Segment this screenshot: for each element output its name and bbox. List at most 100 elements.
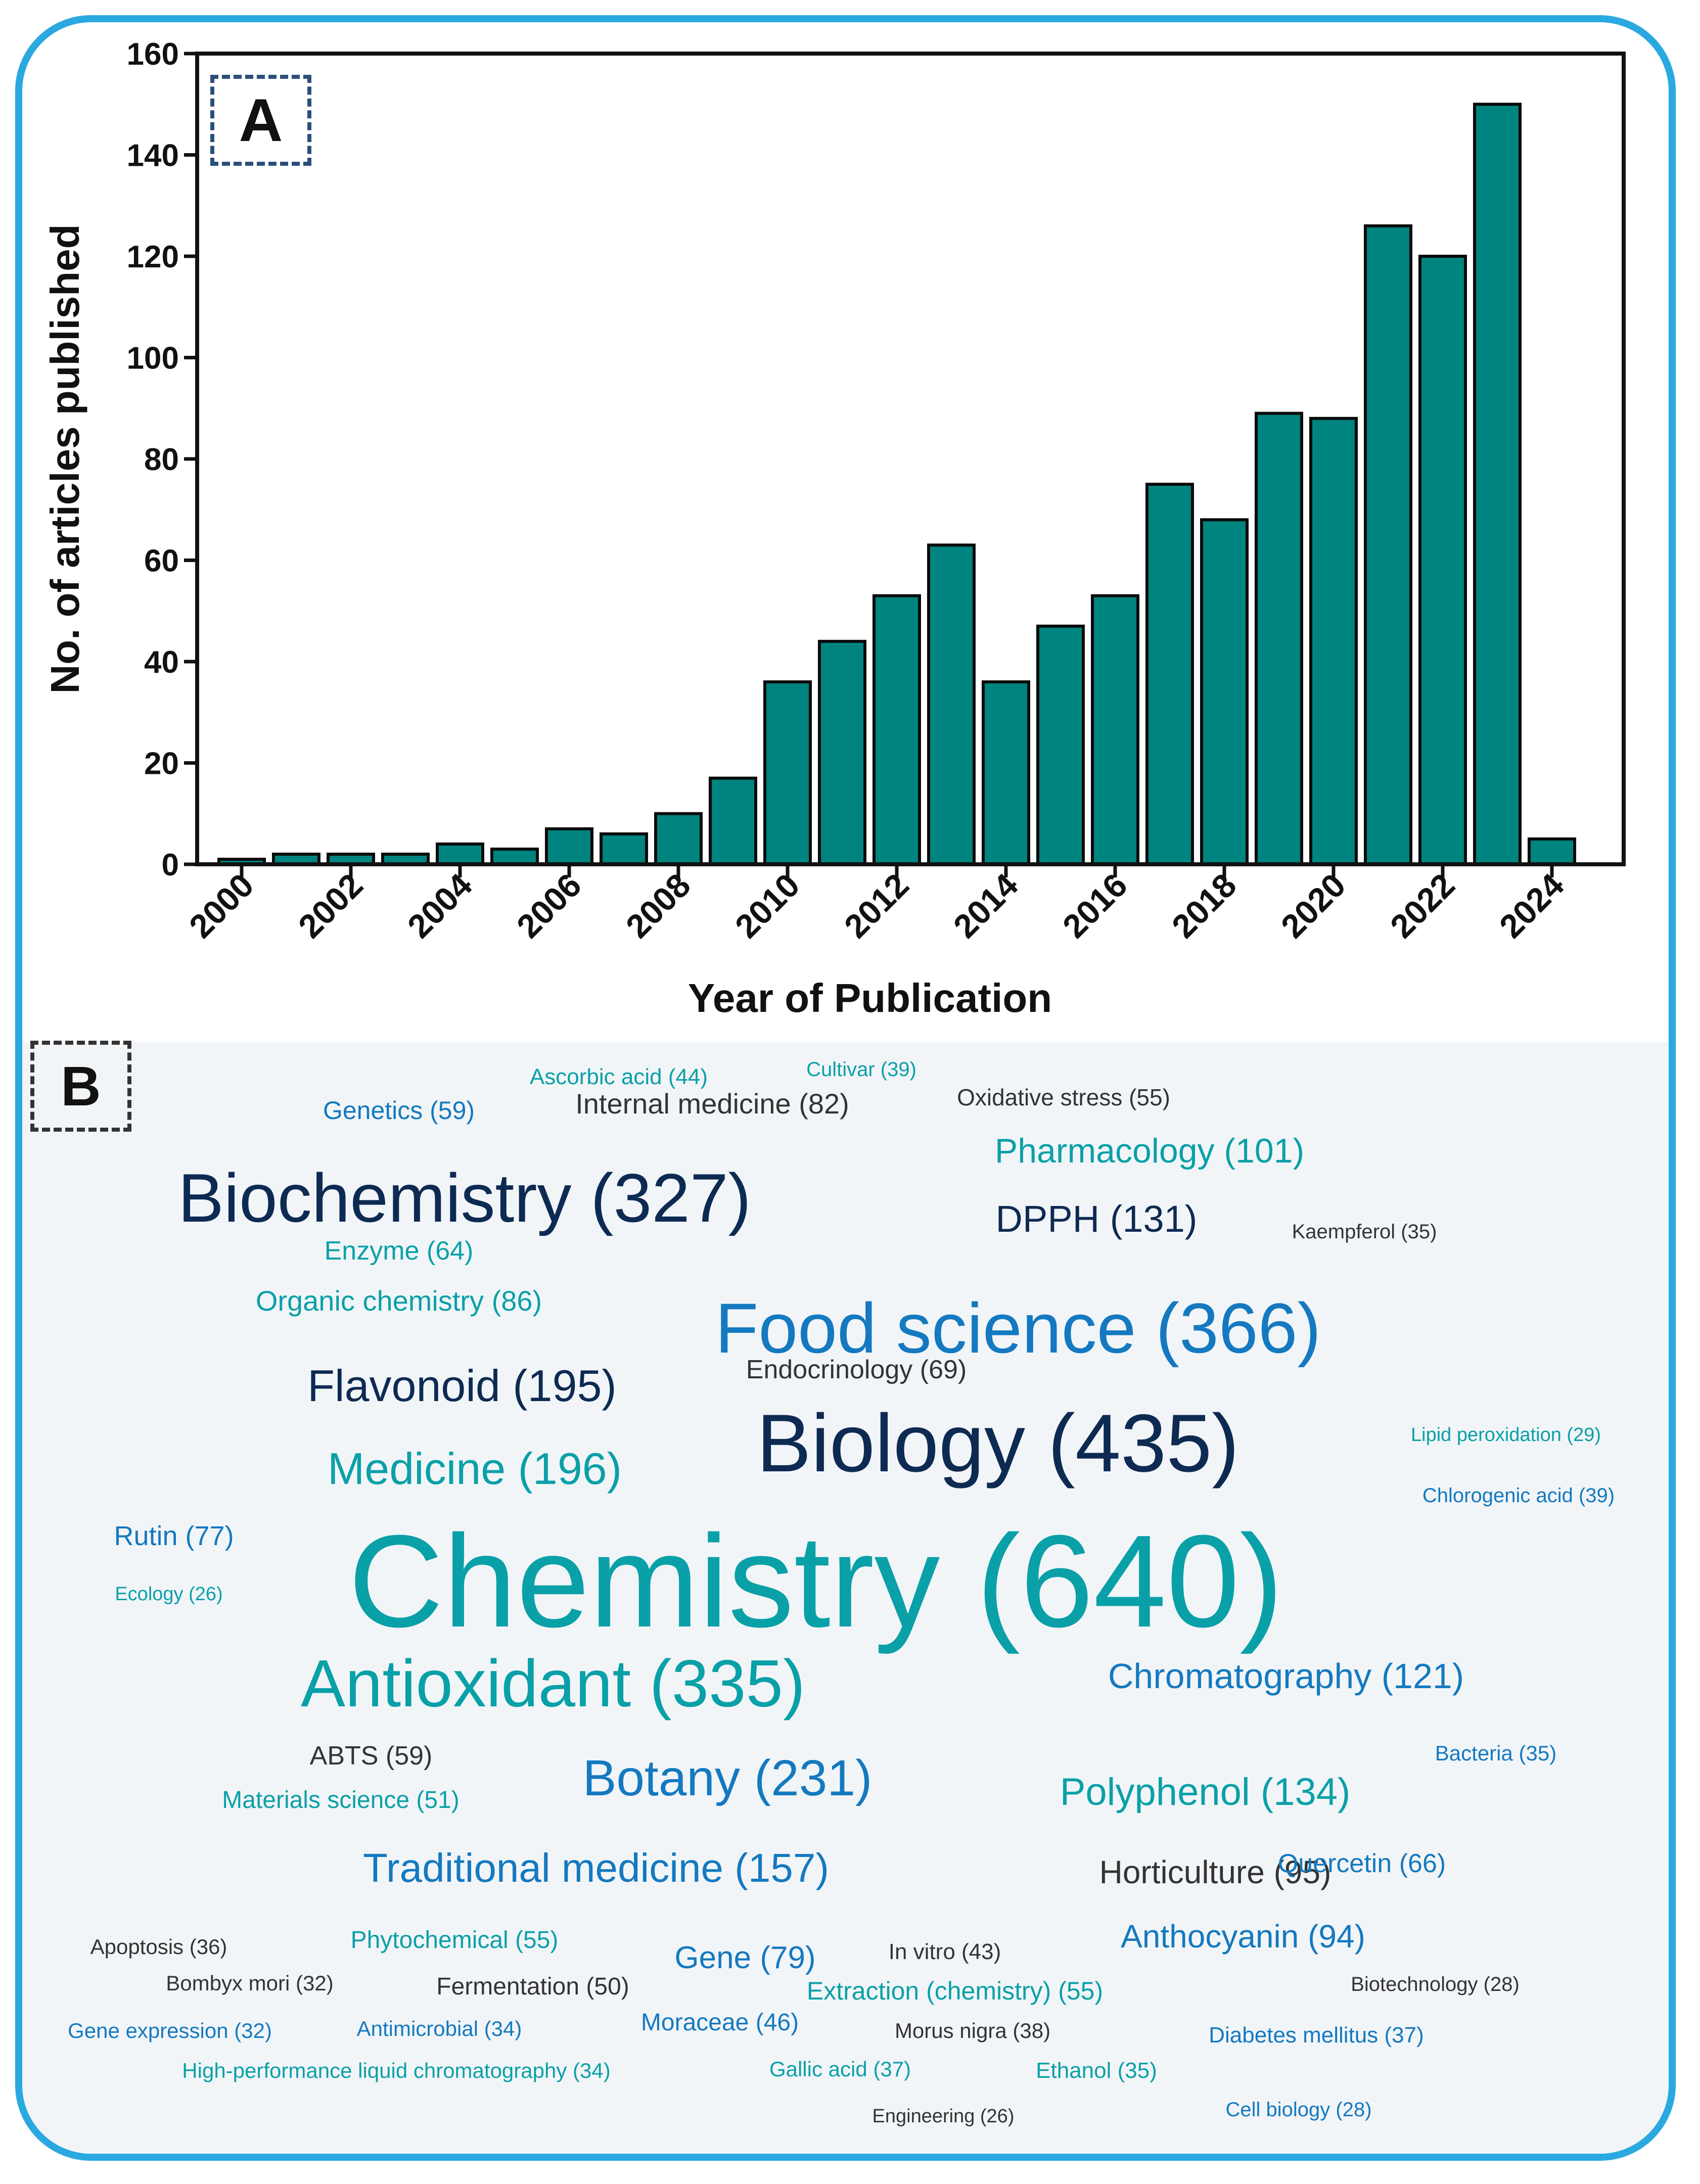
bar [1200, 518, 1249, 866]
cloud-word: ABTS (59) [309, 1741, 433, 1771]
cloud-word: Flavonoid (195) [307, 1361, 617, 1411]
cloud-word: Traditional medicine (157) [363, 1845, 829, 1890]
cloud-word: Anthocyanin (94) [1121, 1918, 1365, 1955]
cloud-word: Bacteria (35) [1435, 1741, 1557, 1765]
x-tick-label: 2012 [837, 866, 916, 945]
bar [1036, 624, 1085, 866]
y-tick-label: 140 [127, 138, 179, 173]
cloud-word: Oxidative stress (55) [957, 1084, 1170, 1110]
cloud-word: Kaempferol (35) [1292, 1221, 1437, 1243]
cloud-word: Extraction (chemistry) (55) [806, 1977, 1104, 2005]
cloud-word: Polyphenol (134) [1060, 1771, 1351, 1814]
cloud-word: Moraceae (46) [640, 2009, 799, 2036]
cloud-word: Medicine (196) [327, 1444, 622, 1494]
bar [872, 594, 921, 866]
cloud-word: Apoptosis (36) [90, 1935, 227, 1959]
bar [1309, 416, 1358, 866]
cloud-word: Cell biology (28) [1225, 2099, 1372, 2121]
cloud-word: Biochemistry (327) [178, 1159, 751, 1236]
cloud-word: Antimicrobial (34) [356, 2017, 522, 2040]
y-tick-label: 40 [144, 645, 179, 680]
bar [709, 776, 757, 866]
x-tick-label: 2022 [1383, 866, 1462, 945]
cloud-word: Enzyme (64) [324, 1236, 474, 1266]
x-tick-label: 2006 [510, 866, 588, 945]
y-tick-label: 100 [127, 341, 179, 376]
cloud-word: Horticulture (95) [1099, 1854, 1331, 1890]
y-tick-label: 20 [144, 747, 179, 781]
cloud-word: Biotechnology (28) [1351, 1973, 1520, 1995]
bar [1528, 837, 1576, 866]
figure-frame: Ascorbic acid (44) Cultivar (39) Genetics … [15, 15, 1676, 2161]
cloud-word: Chemistry (640) [348, 1508, 1283, 1655]
x-tick-label: 2008 [619, 866, 698, 945]
cloud-word: DPPH (131) [995, 1198, 1198, 1240]
bar [1091, 594, 1139, 866]
bar [490, 847, 539, 866]
bar [1255, 411, 1303, 866]
cloud-word: Ecology (26) [115, 1584, 223, 1605]
cloud-word: Chlorogenic acid (39) [1422, 1484, 1615, 1507]
cloud-word: Cultivar (39) [806, 1058, 916, 1081]
x-tick-label: 2018 [1165, 866, 1244, 945]
cloud-word: Lipid peroxidation (29) [1410, 1424, 1601, 1446]
x-tick-label: 2016 [1055, 866, 1134, 945]
cloud-word: Pharmacology (101) [994, 1132, 1305, 1170]
cloud-word: Phytochemical (55) [350, 1927, 559, 1954]
x-axis-title: Year of Publication [688, 975, 1052, 1020]
x-tick-label: 2014 [946, 866, 1025, 945]
x-tick-label: 2000 [182, 866, 261, 945]
panel-label-a: A [210, 75, 311, 166]
cloud-word: Rutin (77) [114, 1521, 234, 1551]
x-tick-label: 2004 [400, 866, 479, 945]
cloud-word: Ascorbic acid (44) [529, 1064, 708, 1089]
cloud-word: Diabetes mellitus (37) [1209, 2023, 1424, 2048]
cloud-word: Chromatography (121) [1108, 1656, 1464, 1696]
cloud-word: Engineering (26) [872, 2106, 1015, 2127]
cloud-word: Quercetin (66) [1277, 1849, 1446, 1878]
bar [545, 827, 593, 866]
cloud-word: Bombyx mori (32) [166, 1971, 334, 1995]
y-tick-label: 60 [144, 544, 179, 579]
cloud-word: Materials science (51) [222, 1787, 460, 1814]
bar [1418, 255, 1467, 866]
y-tick-label: 80 [144, 442, 179, 477]
bar [654, 812, 703, 866]
cloud-word: Gallic acid (37) [769, 2057, 911, 2081]
cloud-word: Antioxidant (335) [301, 1646, 805, 1721]
cloud-word: Ethanol (35) [1036, 2058, 1157, 2083]
cloud-word: Internal medicine (82) [575, 1088, 849, 1120]
cloud-word: Botany (231) [582, 1750, 872, 1806]
x-tick-label: 2024 [1492, 866, 1571, 945]
bar [818, 639, 866, 866]
bar [1473, 103, 1522, 866]
y-tick-label: 120 [127, 240, 179, 274]
panel-label-b: B [30, 1041, 131, 1132]
bar [927, 543, 976, 866]
cloud-word: Morus nigra (38) [894, 2019, 1051, 2042]
x-tick-label: 2020 [1274, 866, 1353, 945]
bar-chart: 0 20 40 60 80 100 120 140 160 2000 2002 2004 2006 200… [42, 37, 1626, 1020]
x-tick-label: 2010 [728, 866, 807, 945]
cloud-word: In vitro (43) [888, 1939, 1001, 1964]
cloud-word: Organic chemistry (86) [255, 1285, 542, 1317]
y-tick-label: 160 [127, 37, 179, 72]
cloud-word: High-performance liquid chromatography (… [182, 2059, 611, 2082]
y-tick-label: 0 [162, 848, 179, 882]
bar [763, 680, 812, 866]
cloud-word: Fermentation (50) [436, 1973, 629, 2000]
cloud-word: Genetics (59) [323, 1096, 475, 1125]
cloud-word: Food science (366) [715, 1288, 1321, 1368]
cloud-word: Gene expression (32) [68, 2019, 272, 2042]
x-tick-label: 2002 [291, 866, 370, 945]
y-axis-title: No. of articles published [42, 224, 87, 693]
cloud-word: Gene (79) [674, 1940, 816, 1975]
bar [1145, 483, 1194, 866]
bar [982, 680, 1030, 866]
bar [436, 842, 484, 866]
bar [1364, 224, 1412, 866]
bar [600, 832, 648, 866]
word-cloud-panel: Ascorbic acid (44) Cultivar (39) Genetics … [22, 1042, 1669, 2154]
cloud-word: Endocrinology (69) [746, 1355, 967, 1384]
cloud-word: Biology (435) [756, 1398, 1239, 1489]
